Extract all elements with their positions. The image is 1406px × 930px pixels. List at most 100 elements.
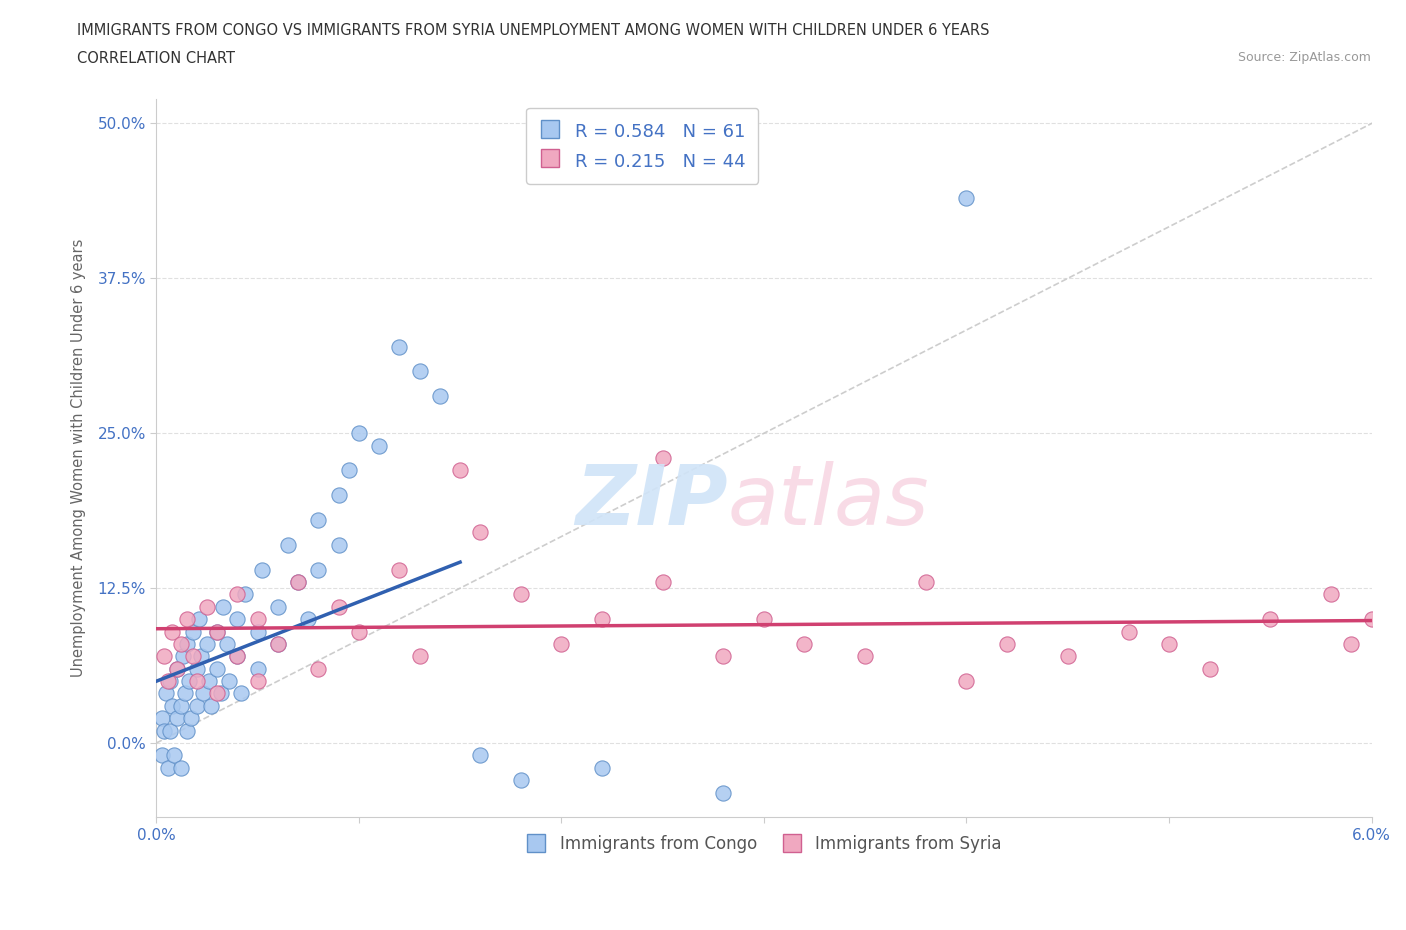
Point [246, 673, 269, 688]
Point [388, 339, 411, 354]
Point [752, 612, 775, 627]
Point [449, 463, 471, 478]
Point [205, 624, 228, 639]
Point [226, 612, 249, 627]
Point [1361, 612, 1384, 627]
Point [246, 624, 269, 639]
Point [176, 636, 198, 651]
Point [180, 711, 202, 725]
Point [347, 624, 370, 639]
Point [186, 673, 208, 688]
Point [347, 426, 370, 441]
Point [205, 624, 228, 639]
Point [226, 649, 249, 664]
Point [173, 686, 195, 701]
Point [186, 661, 208, 676]
Point [995, 636, 1018, 651]
Point [509, 773, 531, 788]
Point [550, 636, 572, 651]
Point [166, 661, 188, 676]
Point [307, 562, 329, 577]
Point [191, 686, 214, 701]
Point [470, 525, 492, 539]
Point [651, 575, 673, 590]
Point [793, 636, 815, 651]
Point [1258, 612, 1281, 627]
Point [162, 698, 184, 713]
Point [470, 748, 492, 763]
Point [177, 673, 200, 688]
Point [297, 612, 319, 627]
Point [169, 761, 191, 776]
Legend: Immigrants from Congo, Immigrants from Syria: Immigrants from Congo, Immigrants from S… [520, 828, 1008, 859]
Point [150, 711, 173, 725]
Text: Source: ZipAtlas.com: Source: ZipAtlas.com [1237, 51, 1371, 64]
Point [159, 724, 181, 738]
Point [235, 587, 257, 602]
Point [166, 711, 188, 725]
Point [955, 673, 977, 688]
Point [153, 649, 176, 664]
Point [328, 488, 350, 503]
Point [150, 748, 173, 763]
Point [157, 761, 180, 776]
Point [408, 649, 430, 664]
Point [190, 649, 212, 664]
Point [209, 686, 232, 701]
Point [226, 649, 249, 664]
Point [169, 698, 191, 713]
Point [181, 649, 204, 664]
Point [915, 575, 938, 590]
Point [153, 724, 176, 738]
Point [226, 587, 249, 602]
Text: CORRELATION CHART: CORRELATION CHART [77, 51, 235, 66]
Y-axis label: Unemployment Among Women with Children Under 6 years: Unemployment Among Women with Children U… [72, 239, 86, 677]
Point [187, 612, 209, 627]
Point [337, 463, 360, 478]
Point [328, 538, 350, 552]
Point [205, 661, 228, 676]
Point [157, 673, 180, 688]
Point [328, 599, 350, 614]
Point [408, 364, 430, 379]
Point [246, 612, 269, 627]
Point [1198, 661, 1220, 676]
Point [159, 673, 181, 688]
Point [267, 599, 290, 614]
Point [651, 451, 673, 466]
Point [287, 575, 309, 590]
Point [155, 686, 177, 701]
Point [231, 686, 253, 701]
Point [169, 636, 191, 651]
Point [195, 599, 218, 614]
Point [176, 612, 198, 627]
Point [1056, 649, 1078, 664]
Point [176, 724, 198, 738]
Point [368, 438, 391, 453]
Point [267, 636, 290, 651]
Point [217, 636, 239, 651]
Text: ZIP: ZIP [575, 460, 727, 541]
Point [1320, 587, 1343, 602]
Point [429, 389, 451, 404]
Point [205, 686, 228, 701]
Point [181, 624, 204, 639]
Point [307, 512, 329, 527]
Point [277, 538, 299, 552]
Point [1118, 624, 1140, 639]
Point [246, 661, 269, 676]
Point [853, 649, 876, 664]
Point [591, 761, 613, 776]
Point [713, 785, 735, 800]
Point [198, 673, 221, 688]
Point [162, 624, 184, 639]
Point [509, 587, 531, 602]
Text: atlas: atlas [727, 460, 929, 541]
Point [218, 673, 240, 688]
Point [212, 599, 235, 614]
Point [1340, 636, 1362, 651]
Point [307, 661, 329, 676]
Point [388, 562, 411, 577]
Point [250, 562, 273, 577]
Point [267, 636, 290, 651]
